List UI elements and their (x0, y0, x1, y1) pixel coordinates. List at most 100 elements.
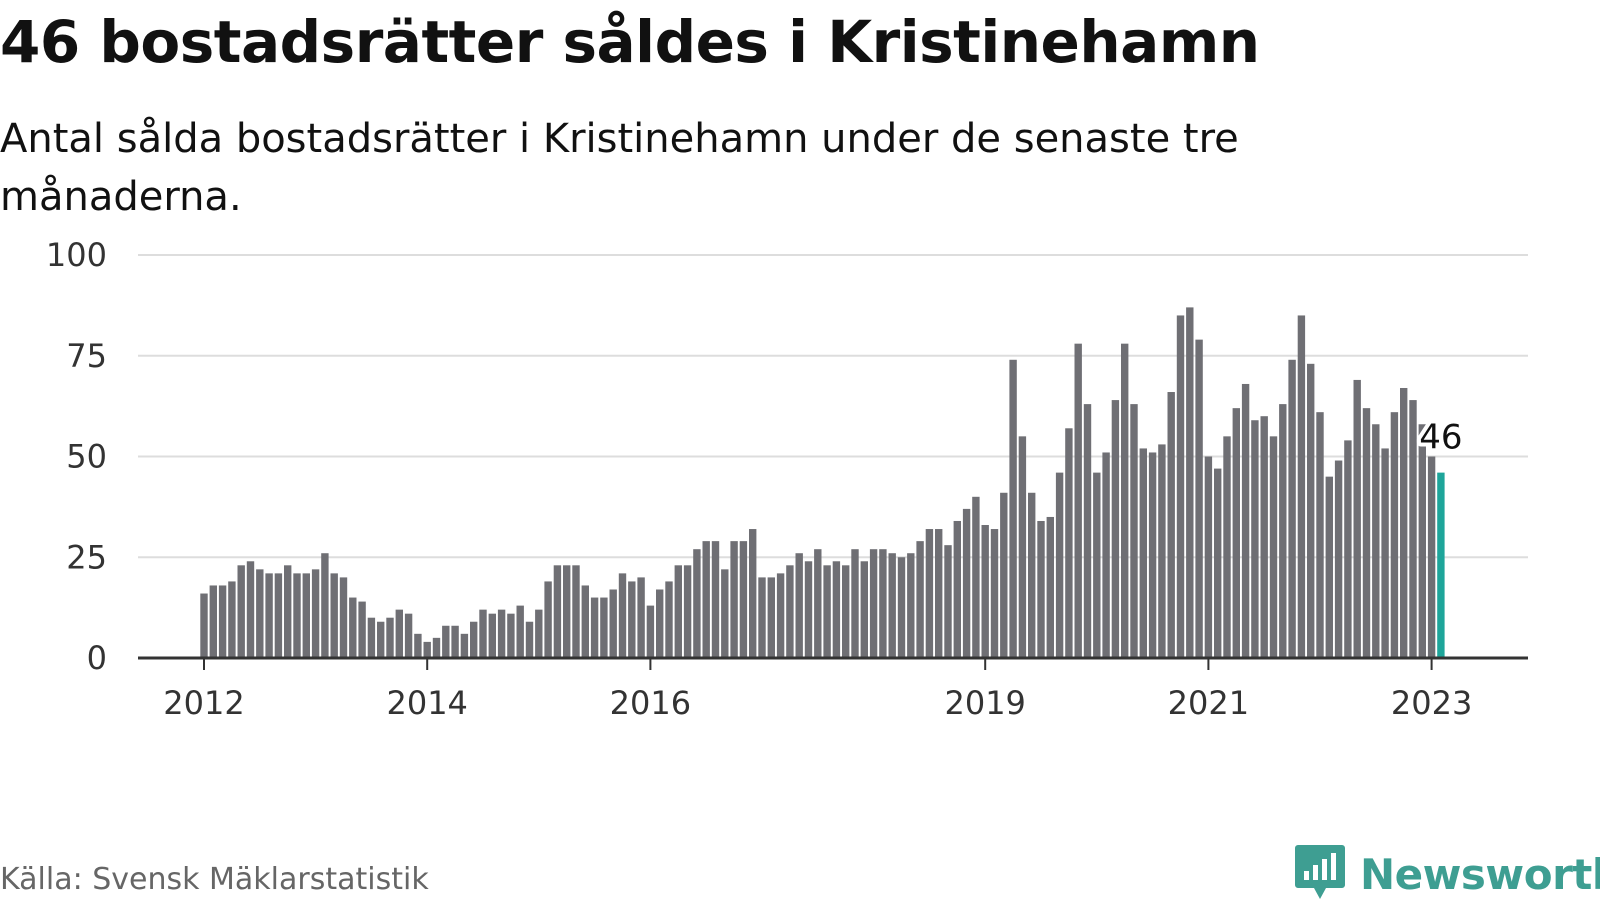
bar (721, 569, 729, 658)
bar (683, 565, 692, 658)
bar (656, 589, 664, 658)
bar (665, 581, 673, 658)
bar (377, 621, 385, 658)
bar (256, 569, 264, 658)
bar (321, 553, 329, 658)
bar (814, 549, 822, 658)
bar (786, 565, 794, 658)
bar (1121, 343, 1129, 658)
bar (758, 577, 766, 658)
bar (1195, 339, 1203, 658)
bar (1074, 343, 1082, 658)
bar (1093, 472, 1101, 658)
bar (1288, 359, 1296, 658)
bar (284, 565, 292, 658)
bar-chart-speech-bubble-icon (1294, 843, 1346, 905)
bar (1028, 492, 1036, 658)
bar (1111, 400, 1120, 658)
source-note: Källa: Svensk Mäklarstatistik (0, 862, 429, 897)
bar (1390, 412, 1399, 658)
highlight-value-halo: 46 (1419, 418, 1462, 458)
bar (311, 569, 320, 658)
y-tick-label: 25 (66, 538, 107, 576)
bar (990, 529, 999, 658)
bar (953, 520, 961, 658)
bar (590, 597, 599, 658)
bar (1232, 408, 1240, 658)
x-tick-label: 2019 (944, 684, 1025, 722)
bar (200, 593, 208, 658)
y-tick-label: 0 (87, 639, 107, 677)
bar (1353, 379, 1361, 658)
bar (1307, 363, 1315, 658)
bar (367, 617, 376, 658)
bar (404, 613, 413, 658)
bar (1167, 392, 1175, 658)
bar (479, 609, 487, 658)
bar (962, 508, 971, 658)
bar (358, 601, 366, 658)
bar (1418, 424, 1426, 658)
bar (944, 545, 952, 658)
bar (1344, 440, 1352, 658)
bar (618, 573, 627, 658)
bar (842, 565, 850, 658)
bar (265, 573, 273, 658)
bar (637, 577, 645, 658)
bar (237, 565, 245, 658)
y-tick-label: 100 (46, 236, 107, 274)
bar (776, 573, 785, 658)
bar (879, 549, 887, 658)
bar (1400, 387, 1408, 658)
bar (1381, 448, 1389, 658)
bar (600, 597, 608, 658)
bar (432, 637, 441, 658)
bar (739, 541, 748, 658)
bar (1130, 404, 1138, 658)
bar (1018, 436, 1027, 658)
bar (228, 581, 236, 658)
bar (860, 561, 868, 658)
page-title: 46 bostadsrätter såldes i Kristinehamn (0, 8, 1260, 76)
bar (767, 577, 775, 658)
bar (451, 625, 459, 658)
bar (516, 605, 524, 658)
bar (488, 613, 496, 658)
bar (507, 613, 515, 658)
bar (897, 557, 906, 658)
bar (1009, 359, 1017, 658)
bar (804, 561, 813, 658)
bar (423, 641, 431, 658)
bar (1055, 472, 1064, 658)
bar (711, 541, 720, 658)
bar (1325, 476, 1333, 658)
bar (274, 573, 283, 658)
bar (888, 553, 896, 658)
bar (693, 549, 701, 658)
brand-logo[interactable]: Newsworthy (1294, 843, 1600, 905)
bar (1158, 444, 1166, 658)
bar (572, 565, 580, 658)
bar (525, 621, 534, 658)
bar (470, 621, 478, 658)
bar (1297, 315, 1306, 658)
bar (1000, 492, 1008, 658)
bar (823, 565, 831, 658)
grid-lines (138, 254, 1528, 559)
bar (293, 573, 301, 658)
bar (349, 597, 357, 658)
bar (1037, 520, 1045, 658)
bar (916, 541, 924, 658)
brand-name: Newsworthy (1360, 849, 1600, 899)
bar (1260, 416, 1268, 658)
x-tick-label: 2023 (1391, 684, 1472, 722)
bar (1204, 456, 1213, 658)
bar (442, 625, 450, 658)
bar (981, 525, 989, 658)
bar (1372, 424, 1380, 658)
bar (1083, 404, 1092, 658)
bar (395, 609, 403, 658)
bar (1316, 412, 1324, 658)
bar (749, 529, 757, 658)
